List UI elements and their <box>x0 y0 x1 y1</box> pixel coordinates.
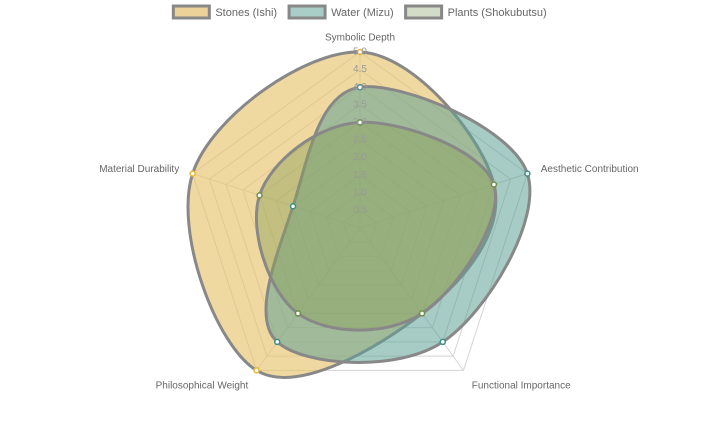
legend-swatch <box>171 4 211 20</box>
data-point <box>439 338 447 346</box>
data-point <box>490 181 498 188</box>
r-tick-label: 1.0 <box>353 187 367 198</box>
data-point <box>524 170 531 177</box>
data-point <box>189 170 196 177</box>
r-tick-label: 2.5 <box>353 135 367 146</box>
data-point <box>256 192 263 199</box>
data-point <box>273 338 281 346</box>
r-tick-label: 5.0 <box>353 47 367 58</box>
legend-swatch <box>404 4 444 20</box>
axis-label: Symbolic Depth <box>325 33 395 44</box>
data-point <box>294 310 302 317</box>
r-tick-label: 4.5 <box>353 64 367 75</box>
series-area <box>264 85 532 364</box>
legend-label: Water (Mizu) <box>331 7 394 19</box>
data-point <box>356 48 364 56</box>
legend-label: Stones (Ishi) <box>215 7 277 19</box>
axis-label: Functional Importance <box>472 380 571 391</box>
legend: Stones (Ishi) Water (Mizu) Plants (Shokubu… <box>171 4 547 20</box>
r-tick-label: 4.0 <box>353 82 367 93</box>
data-point <box>356 83 364 91</box>
legend-label: Plants (Shokubutsu) <box>448 7 547 19</box>
r-tick-label: 2.0 <box>353 152 367 163</box>
axis-label: Aesthetic Contribution <box>541 164 639 175</box>
series-area <box>254 120 497 332</box>
data-point <box>253 367 260 374</box>
legend-swatch <box>287 4 327 20</box>
axis-label: Philosophical Weight <box>156 380 249 391</box>
r-tick-label: 3.0 <box>353 117 367 128</box>
data-point <box>418 310 426 317</box>
r-tick-label: 0.5 <box>353 205 367 216</box>
r-tick-label: 1.5 <box>353 170 367 181</box>
data-point <box>289 202 297 210</box>
axis-label: Material Durability <box>99 164 179 175</box>
r-tick-label: 3.5 <box>353 99 367 110</box>
data-point <box>356 119 364 126</box>
